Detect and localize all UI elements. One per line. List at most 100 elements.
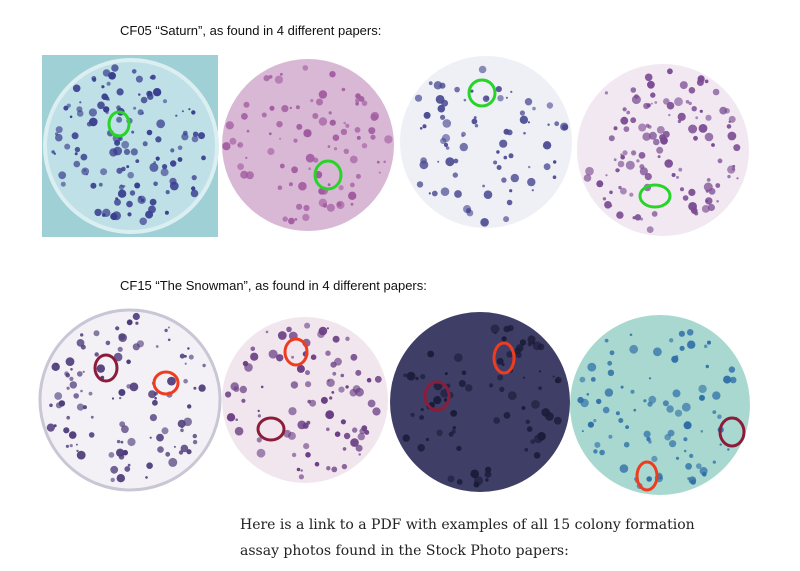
colony (604, 388, 614, 397)
colony (662, 400, 669, 407)
colony (415, 376, 419, 381)
colony (291, 166, 298, 174)
colony (250, 352, 259, 361)
colony (198, 384, 206, 392)
colony (156, 433, 164, 442)
colony (110, 212, 118, 221)
colony (712, 410, 717, 414)
colony (705, 199, 709, 203)
colony (66, 386, 70, 390)
colony (76, 449, 79, 453)
colony (674, 97, 683, 107)
colony (503, 128, 510, 135)
colony (345, 336, 350, 341)
colony (88, 391, 93, 396)
colony (440, 114, 446, 120)
colony (181, 110, 184, 113)
colony (527, 341, 532, 347)
colony (552, 175, 557, 179)
colony (532, 106, 536, 111)
colony (108, 452, 115, 458)
colony (343, 432, 351, 440)
colony (705, 114, 712, 121)
colony (340, 128, 348, 136)
colony (613, 126, 618, 131)
colony (74, 146, 81, 153)
colony (593, 449, 598, 454)
colony (55, 126, 63, 134)
colony (296, 467, 301, 472)
colony (350, 438, 359, 447)
colony (296, 123, 303, 130)
colony (470, 469, 480, 479)
colony (295, 105, 300, 110)
colony (445, 157, 455, 167)
colony (503, 155, 508, 160)
marker (718, 416, 746, 448)
colony (522, 376, 526, 379)
colony (642, 132, 651, 141)
colony (306, 420, 311, 425)
colony (687, 340, 696, 349)
colony (456, 445, 462, 452)
colony (680, 187, 684, 192)
colony (277, 331, 287, 340)
colony (51, 362, 60, 371)
colony (497, 95, 504, 102)
colony (503, 216, 510, 223)
colony (672, 389, 681, 398)
colony (613, 158, 617, 162)
colony (165, 451, 171, 457)
colony (129, 382, 139, 392)
colony (79, 101, 82, 104)
colony (474, 124, 479, 128)
markers (93, 78, 746, 492)
colony (66, 415, 70, 420)
colony (420, 374, 426, 380)
colony (441, 99, 449, 107)
colony (265, 330, 269, 334)
colony (555, 376, 562, 384)
colony (679, 81, 688, 90)
colony (653, 347, 662, 357)
colony (340, 419, 346, 425)
colony (646, 476, 652, 482)
colony (279, 137, 282, 140)
colony (461, 134, 464, 138)
colony (244, 363, 253, 372)
colony (667, 429, 675, 437)
plate (570, 315, 750, 495)
colony (361, 425, 368, 432)
colony (357, 432, 365, 441)
colony (441, 134, 451, 143)
colony (281, 105, 289, 113)
colony (296, 203, 303, 210)
colony (116, 88, 124, 96)
colony (448, 431, 454, 437)
colony (607, 360, 613, 366)
colony (191, 135, 199, 143)
colony (402, 434, 410, 442)
colony (256, 448, 266, 458)
colony (127, 171, 134, 179)
colony (138, 93, 141, 96)
colony (90, 415, 94, 419)
marker (313, 159, 343, 191)
colony (325, 350, 331, 356)
colony (643, 102, 650, 110)
colony (46, 423, 55, 432)
colony (111, 64, 119, 72)
colony (428, 192, 431, 195)
colony (541, 408, 550, 417)
colony (625, 160, 635, 170)
colony (499, 139, 508, 148)
colony (167, 338, 171, 342)
colony (664, 159, 673, 168)
colony (85, 173, 88, 176)
colony (116, 116, 123, 123)
colony (580, 398, 589, 408)
colony (142, 141, 148, 147)
colony (510, 90, 513, 93)
colony (666, 101, 675, 110)
colony (440, 187, 450, 196)
